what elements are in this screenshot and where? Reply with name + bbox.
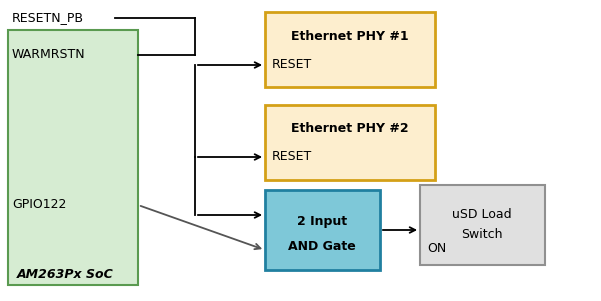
Text: GPIO122: GPIO122 [12,198,66,212]
Bar [265,12,435,87]
Text: AND Gate: AND Gate [288,240,356,253]
Text: RESET: RESET [272,150,313,163]
Text: WARMRSTN: WARMRSTN [12,48,85,61]
Text: RESET: RESET [272,58,313,72]
Text: 2 Input: 2 Input [297,215,347,228]
Bar [420,185,545,265]
Text: RESETN_PB: RESETN_PB [12,11,84,24]
Text: ON: ON [427,241,447,255]
Text: Switch: Switch [461,228,503,241]
Text: uSD Load: uSD Load [452,208,512,221]
Text: Ethernet PHY #2: Ethernet PHY #2 [291,122,409,135]
Bar [265,105,435,180]
Bar [8,30,138,285]
Text: Ethernet PHY #1: Ethernet PHY #1 [291,30,409,43]
Bar [265,190,380,270]
Text: AM263Px SoC: AM263Px SoC [17,268,114,281]
